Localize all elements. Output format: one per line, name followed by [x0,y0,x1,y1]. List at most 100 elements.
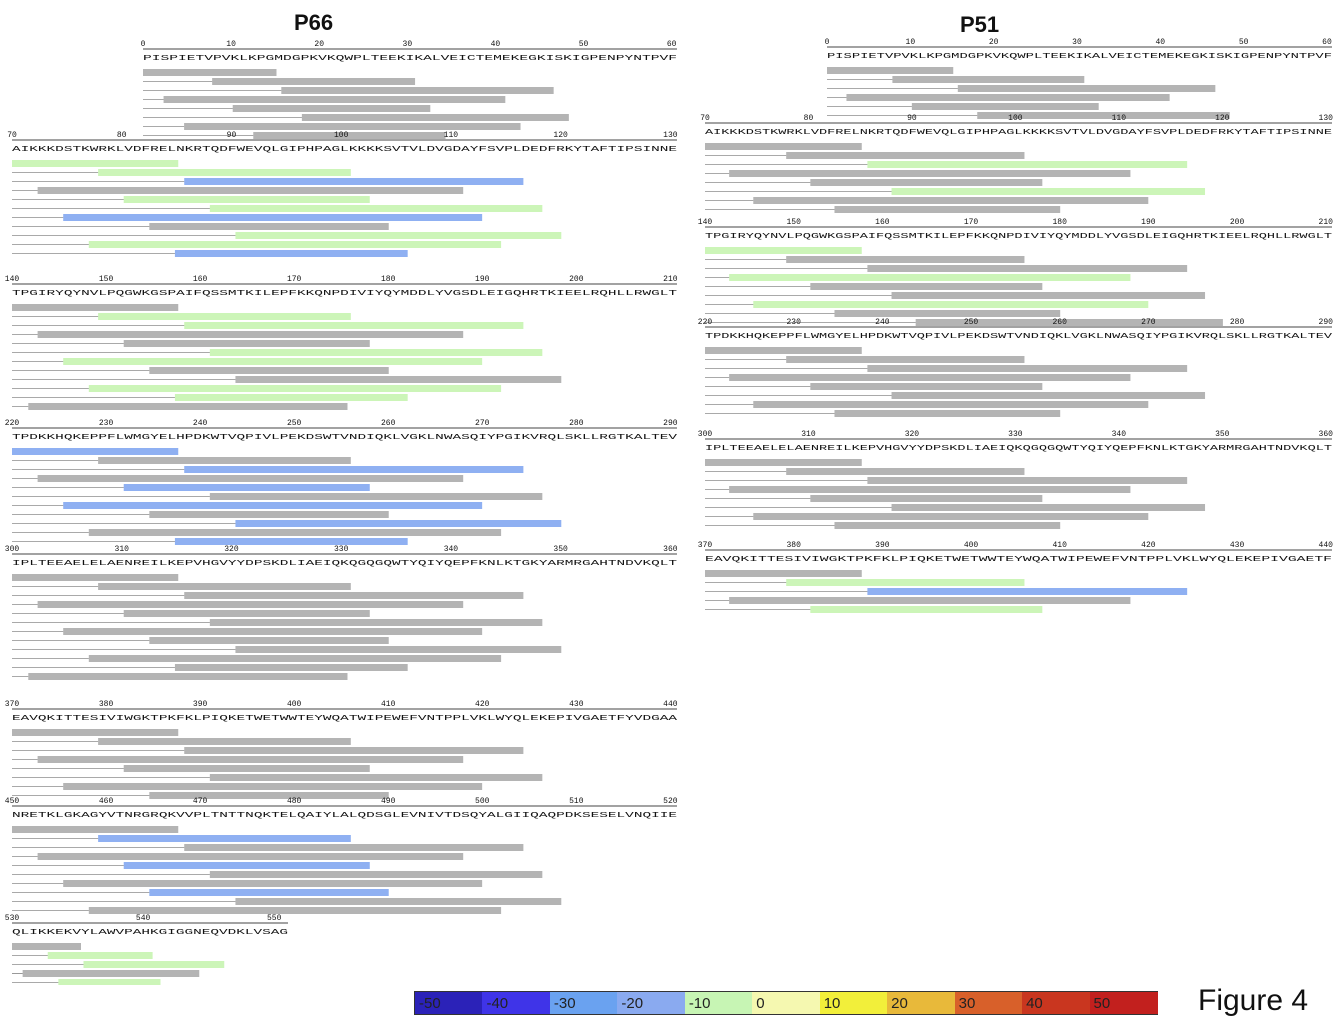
peptide-bar [846,94,1170,101]
peptide-bar [37,331,464,338]
ruler-tick-label: 310 [115,545,130,554]
ruler-tick-label: 190 [475,275,490,284]
sequence-text: IPLTEEAELELAENREILKEPVHGVYYDPSKDLIAEIQKQ… [12,560,677,568]
ruler-tick-label: 360 [663,545,678,554]
peptide-bar [810,606,1043,613]
ruler-tick-label: 40 [491,40,501,49]
ruler-tick-label: 440 [1319,541,1333,550]
peptide-bar [705,143,862,150]
peptide-bar [149,511,389,518]
scale-tick-label: 40 [1026,995,1043,1012]
peptide-bar [209,619,543,626]
ruler-tick-label: 240 [193,419,208,428]
ruler-tick-label: 530 [5,914,20,923]
ruler-tick-label: 150 [786,218,801,227]
peptide-bar [83,961,225,968]
peptide-bar [867,477,1188,484]
peptide-bar [37,853,464,860]
ruler-tick-label: 450 [5,797,20,806]
ruler-tick-label: 380 [99,700,114,709]
ruler-tick-label: 120 [553,131,568,140]
peptide-bar [149,637,389,644]
ruler-tick-label: 80 [117,131,127,140]
ruler-tick-label: 410 [381,700,396,709]
ruler-tick-label: 220 [698,318,713,327]
peptide-bar [235,520,562,527]
ruler-tick-label: 0 [825,38,830,47]
scale-tick-label: -40 [486,995,509,1012]
ruler-tick-label: 160 [193,275,208,284]
peptide-bar [37,187,464,194]
ruler-tick-label: 170 [964,218,979,227]
scale-tick-label: 20 [891,995,908,1012]
p51-row-370: 370 380 390 400 410 420 430 440 EAVQKITTESIVIWGK… [698,541,1333,613]
peptide-bar [174,538,408,545]
ruler-tick-label: 480 [287,797,302,806]
peptide-bar [810,179,1043,186]
peptide-bar [98,169,351,176]
peptide-coverage-diagram: 0 10 20 30 40 50 60 PISPIETVPVKLKPGMDGPKVKQWPLT… [5,38,1333,985]
peptide-bar [209,205,543,212]
ruler-tick-label: 110 [444,131,459,140]
sequence-text: AIKKKDSTKWRKLVDFRELNKRTQDFWEVQLGIPHPAGLK… [12,146,677,154]
sequence-text: EAVQKITTESIVIWGKTPKFKLPIQKETWETWWTEYWQAT… [705,556,1332,564]
ruler-tick-label: 20 [314,40,324,49]
ruler-tick-label: 150 [99,275,114,284]
peptide-bar [184,747,524,754]
ruler-tick-label: 420 [475,700,490,709]
peptide-bar [123,862,370,869]
ruler-tick-label: 20 [989,38,999,47]
sequence-text: EAVQKITTESIVIWGKTPKFKLPIQKETWETWWTEYWQAT… [12,715,679,723]
peptide-bar [705,570,862,577]
peptide-bar [12,826,179,833]
peptide-bar [235,232,562,239]
scale-segment [819,992,889,1014]
ruler-tick-label: 500 [475,797,490,806]
scale-segment [1089,992,1158,1014]
ruler-tick-label: 350 [1215,430,1230,439]
peptide-bar [834,206,1061,213]
ruler-tick-label: 380 [786,541,801,550]
peptide-bar [253,132,446,139]
ruler-tick-label: 90 [227,131,237,140]
peptide-bar [149,367,389,374]
ruler-tick-label: 220 [5,419,20,428]
scale-segment [415,992,484,1014]
peptide-bar [786,256,1025,263]
ruler-tick-label: 130 [663,131,678,140]
peptide-bar [184,178,524,185]
ruler-tick-label: 140 [5,275,20,284]
peptide-bar [123,484,370,491]
peptide-bar [705,347,862,354]
peptide-bar [753,513,1149,520]
ruler-tick-label: 340 [1112,430,1127,439]
p66-row-450: 450 460 470 480 490 500 510 520 NRETKLGKAGYVTNRG… [5,797,678,914]
ruler-tick-label: 40 [1155,38,1165,47]
ruler-tick-label: 210 [663,275,678,284]
peptide-bar [12,448,179,455]
ruler-tick-label: 30 [403,40,413,49]
peptide-bar [37,475,464,482]
peptide-bar [98,313,351,320]
ruler-tick-label: 430 [1230,541,1245,550]
ruler-tick-label: 190 [1141,218,1156,227]
ruler-tick-label: 550 [267,914,282,923]
p66-row-0: 0 10 20 30 40 50 60 PISPIETVPVKLKPGMDGPKVKQWPLT… [141,40,677,139]
peptide-bar [235,646,562,653]
p51-row-0: 0 10 20 30 40 50 60 PISPIETVPVKLKPGMDGPKVKQWPLT… [825,38,1332,119]
deuterium-difference-color-scale: -50 -40 -30 -20 -10 0 10 20 30 40 50 [414,991,1158,1015]
ruler-tick-label: 50 [579,40,589,49]
ruler-tick-label: 70 [700,114,710,123]
peptide-bar [867,365,1188,372]
ruler-tick-label: 460 [99,797,114,806]
peptide-bar [37,756,464,763]
ruler-tick-label: 370 [698,541,713,550]
peptide-bar [88,241,502,248]
scale-tick-label: -20 [621,995,644,1012]
peptide-bar [63,783,483,790]
peptide-bar [88,907,502,914]
peptide-bar [281,87,554,94]
ruler-tick-label: 370 [5,700,20,709]
peptide-bar [915,319,1223,326]
ruler-tick-label: 80 [804,114,814,123]
